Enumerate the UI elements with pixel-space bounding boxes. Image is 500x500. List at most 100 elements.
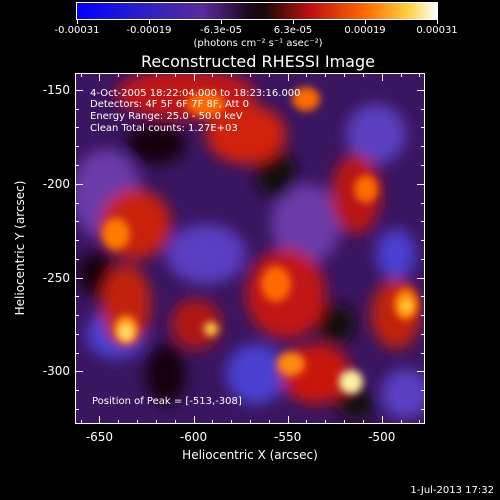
x-minor-tick-top bbox=[118, 73, 120, 77]
y-minor-tick-right bbox=[421, 146, 425, 148]
x-minor-tick bbox=[419, 420, 421, 424]
y-minor-tick bbox=[75, 240, 79, 242]
y-minor-tick bbox=[75, 371, 79, 373]
y-minor-tick-right bbox=[421, 352, 425, 354]
y-minor-tick-right bbox=[421, 277, 425, 279]
rhessi-image-plot: 4-Oct-2005 18:22:04.000 to 18:23:16.000 … bbox=[75, 73, 425, 424]
y-minor-tick-right bbox=[421, 258, 425, 260]
time-range-label: 4-Oct-2005 18:22:04.000 to 18:23:16.000 bbox=[90, 88, 301, 99]
y-minor-tick-right bbox=[421, 390, 425, 392]
x-minor-tick bbox=[362, 420, 364, 424]
x-minor-tick-top bbox=[212, 73, 214, 77]
y-tick-label: -150 bbox=[42, 82, 70, 97]
y-minor-tick-right bbox=[421, 89, 425, 91]
x-tick-label: -550 bbox=[274, 430, 302, 444]
x-minor-tick bbox=[137, 420, 139, 424]
x-minor-tick bbox=[287, 420, 289, 424]
y-minor-tick bbox=[75, 89, 79, 91]
x-minor-tick-top bbox=[400, 73, 402, 77]
y-tick-label: -300 bbox=[42, 364, 70, 379]
y-minor-tick bbox=[75, 390, 79, 392]
energy-range-label: Energy Range: 25.0 - 50.0 keV bbox=[90, 111, 243, 122]
y-tick-mark bbox=[75, 89, 83, 91]
rhessi-image bbox=[76, 74, 424, 423]
x-tick-mark-top bbox=[287, 73, 289, 81]
x-minor-tick-top bbox=[419, 73, 421, 77]
x-minor-tick-top bbox=[231, 73, 233, 77]
x-minor-tick-top bbox=[325, 73, 327, 77]
x-minor-tick-top bbox=[155, 73, 157, 77]
x-minor-tick bbox=[306, 420, 308, 424]
x-tick-mark-top bbox=[193, 73, 195, 81]
x-minor-tick-top bbox=[80, 73, 82, 77]
y-minor-tick bbox=[75, 258, 79, 260]
y-minor-tick bbox=[75, 315, 79, 317]
x-minor-tick bbox=[231, 420, 233, 424]
colorbar-tick bbox=[293, 20, 294, 24]
x-minor-tick-top bbox=[287, 73, 289, 77]
y-minor-tick bbox=[75, 108, 79, 110]
x-minor-tick bbox=[212, 420, 214, 424]
colorbar-tick-label: -0.00031 bbox=[54, 25, 100, 36]
y-minor-tick-right bbox=[421, 164, 425, 166]
y-minor-tick bbox=[75, 277, 79, 279]
y-minor-tick bbox=[75, 127, 79, 129]
x-minor-tick-top bbox=[193, 73, 195, 77]
colorbar-gradient bbox=[77, 3, 437, 19]
x-tick-mark-top bbox=[381, 73, 383, 81]
y-minor-tick-right bbox=[421, 108, 425, 110]
colorbar-tick-label: 0.00031 bbox=[416, 25, 458, 36]
x-minor-tick-top bbox=[268, 73, 270, 77]
colorbar-tick-label: -0.00019 bbox=[126, 25, 172, 36]
x-minor-tick bbox=[99, 420, 101, 424]
x-minor-tick-top bbox=[344, 73, 346, 77]
x-minor-tick bbox=[400, 420, 402, 424]
y-axis-label: Heliocentric Y (arcsec) bbox=[13, 180, 27, 316]
x-minor-tick-top bbox=[137, 73, 139, 77]
x-minor-tick bbox=[174, 420, 176, 424]
x-minor-tick bbox=[155, 420, 157, 424]
colorbar bbox=[76, 2, 438, 20]
y-minor-tick bbox=[75, 408, 79, 410]
colorbar-tick bbox=[77, 20, 78, 24]
colorbar-tick bbox=[221, 20, 222, 24]
y-minor-tick bbox=[75, 352, 79, 354]
y-tick-mark bbox=[75, 371, 83, 373]
y-minor-tick bbox=[75, 296, 79, 298]
colorbar-tick bbox=[365, 20, 366, 24]
y-minor-tick-right bbox=[421, 127, 425, 129]
y-minor-tick-right bbox=[421, 183, 425, 185]
x-minor-tick bbox=[325, 420, 327, 424]
y-tick-mark bbox=[75, 183, 83, 185]
colorbar-units: (photons cm⁻² s⁻¹ asec⁻²) bbox=[193, 38, 323, 49]
y-tick-label: -200 bbox=[42, 176, 70, 191]
x-minor-tick-top bbox=[99, 73, 101, 77]
x-minor-tick bbox=[268, 420, 270, 424]
x-minor-tick bbox=[118, 420, 120, 424]
method-counts-label: Clean Total counts: 1.27E+03 bbox=[90, 123, 238, 134]
x-minor-tick bbox=[250, 420, 251, 424]
x-minor-tick-top bbox=[250, 73, 251, 77]
x-minor-tick bbox=[344, 420, 346, 424]
x-minor-tick-top bbox=[362, 73, 364, 77]
y-minor-tick bbox=[75, 164, 79, 166]
y-minor-tick-right bbox=[421, 333, 425, 335]
x-minor-tick bbox=[193, 420, 195, 424]
colorbar-tick-label: 0.00019 bbox=[344, 25, 386, 36]
colorbar-tick-label: -6.3e-05 bbox=[200, 25, 242, 36]
y-minor-tick-right bbox=[421, 408, 425, 410]
x-minor-tick-top bbox=[306, 73, 308, 77]
y-minor-tick-right bbox=[421, 315, 425, 317]
x-tick-label: -500 bbox=[368, 430, 396, 444]
x-minor-tick bbox=[381, 420, 383, 424]
y-minor-tick bbox=[75, 183, 79, 185]
y-minor-tick-right bbox=[421, 371, 425, 373]
y-minor-tick-right bbox=[421, 296, 425, 298]
y-tick-mark bbox=[75, 277, 83, 279]
image-title: Reconstructed RHESSI Image bbox=[141, 52, 375, 71]
x-tick-label: -600 bbox=[179, 430, 208, 444]
detectors-label: Detectors: 4F 5F 6F 7F 8F, Att 0 bbox=[90, 99, 250, 110]
y-minor-tick-right bbox=[421, 240, 425, 242]
y-minor-tick-right bbox=[421, 221, 425, 223]
x-minor-tick-top bbox=[174, 73, 176, 77]
